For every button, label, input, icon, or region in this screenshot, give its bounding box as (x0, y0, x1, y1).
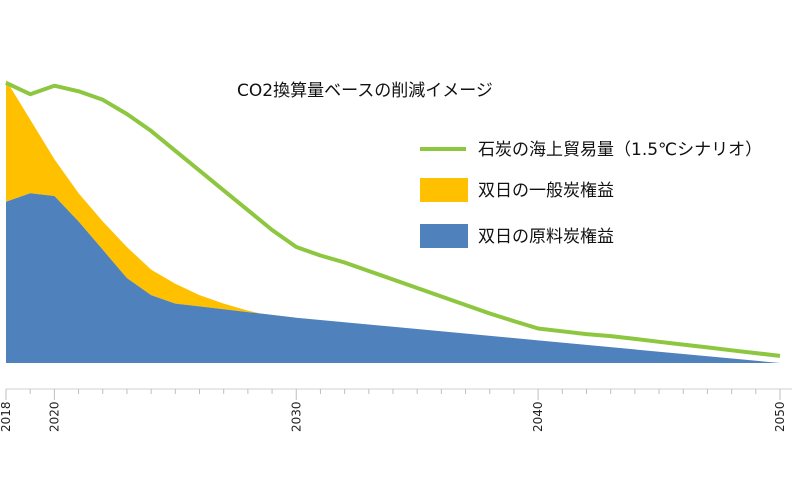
series-line-coal-trade (5, 80, 781, 358)
chart-title: CO2換算量ベースの削減イメージ (237, 81, 493, 101)
legend-swatch-box (420, 178, 468, 202)
series-area-coking-coal (6, 193, 780, 363)
legend-label-0: 石炭の海上貿易量（1.5℃シナリオ） (478, 140, 762, 160)
x-tick-label: 2050 (773, 401, 787, 432)
x-tick-label: 2018 (0, 401, 13, 432)
legend-label-1: 双日の一般炭権益 (478, 181, 614, 201)
plot-areas (6, 80, 780, 363)
x-tick-label: 2020 (47, 401, 61, 432)
series-area-general-coal (6, 80, 297, 318)
legend-label-2: 双日の原料炭権益 (478, 227, 614, 247)
legend-swatch-box (420, 224, 468, 248)
x-axis-ticks: 2018 2020 2030 2040 2050 (0, 389, 787, 432)
plot-lines (5, 80, 781, 358)
x-tick-label: 2040 (531, 401, 545, 432)
x-tick-label: 2030 (289, 401, 303, 432)
